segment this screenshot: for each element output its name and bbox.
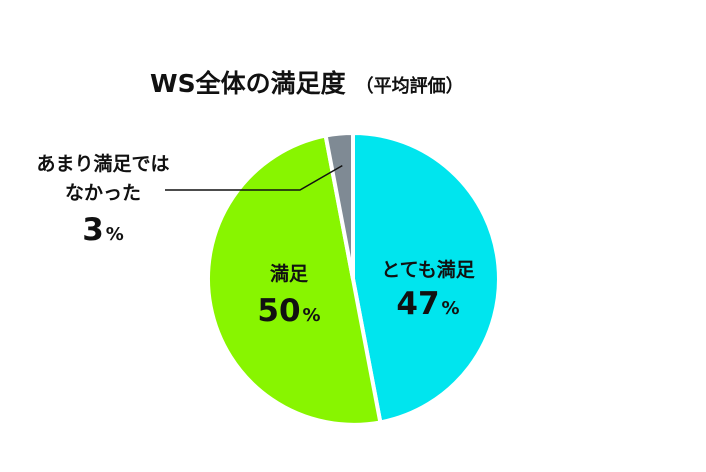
value-not-satisfied: 3 xyxy=(82,212,104,248)
slice-label-not-satisfied-line2: なかった xyxy=(65,182,141,204)
chart-title: WS全体の満足度 （平均評価） xyxy=(150,69,464,98)
unit-very-satisfied: % xyxy=(442,298,460,319)
chart-title-main: WS全体の満足度 xyxy=(150,69,346,98)
slice-label-satisfied-name: 満足 xyxy=(270,263,309,285)
slice-label-not-satisfied-value: 3% xyxy=(82,212,124,248)
value-very-satisfied: 47 xyxy=(396,286,439,322)
slice-label-very-satisfied: とても満足 47% xyxy=(381,259,475,322)
chart-title-sub: （平均評価） xyxy=(356,75,464,97)
slice-satisfied xyxy=(206,133,383,427)
slice-very-satisfied xyxy=(351,131,501,425)
pie-slices xyxy=(206,131,501,427)
leader-line-not-satisfied xyxy=(165,164,343,191)
slice-label-satisfied-value: 50% xyxy=(257,293,320,329)
slice-not-satisfied xyxy=(323,131,355,281)
slice-label-very-satisfied-name: とても満足 xyxy=(381,259,475,281)
unit-not-satisfied: % xyxy=(106,224,124,245)
value-satisfied: 50 xyxy=(257,293,300,329)
slice-label-satisfied: 満足 50% xyxy=(257,263,320,329)
slice-label-very-satisfied-value: 47% xyxy=(396,286,459,322)
unit-satisfied: % xyxy=(303,305,321,326)
slice-label-not-satisfied-line1: あまり満足では xyxy=(36,153,169,175)
slice-label-not-satisfied: あまり満足では なかった 3% xyxy=(36,153,169,248)
